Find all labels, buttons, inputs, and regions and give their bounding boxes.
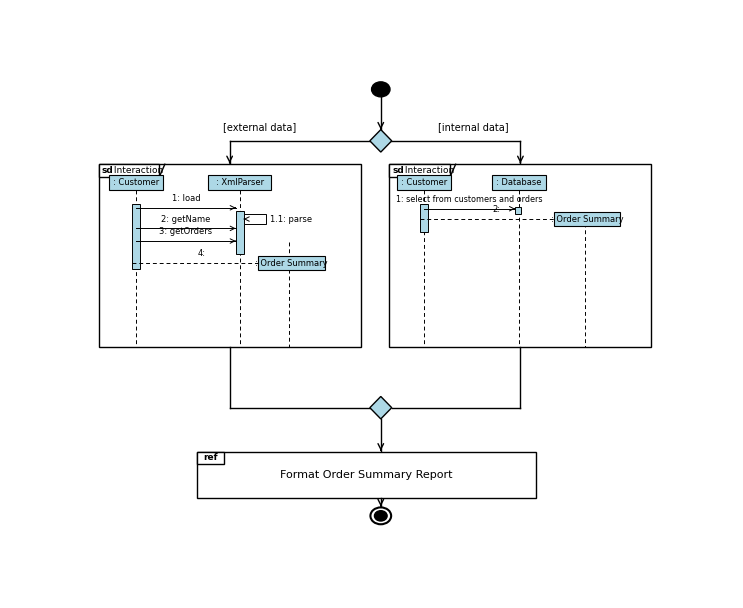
Text: : Database: : Database [496,179,542,187]
Circle shape [374,511,387,521]
Text: Interaction: Interaction [401,167,454,175]
Bar [492,176,546,190]
Text: 1: load: 1: load [172,194,200,203]
Bar [420,204,428,232]
Bar [99,164,159,178]
Bar [389,164,652,347]
Text: sd: sd [102,167,113,175]
Bar [99,164,360,347]
Text: 2:: 2: [493,206,500,215]
Bar [397,176,451,190]
Bar [132,204,140,269]
Text: : XmlParser: : XmlParser [215,179,264,187]
Text: : Customer: : Customer [113,179,159,187]
Text: 4:: 4: [197,249,205,258]
Text: [external data]: [external data] [223,122,296,133]
Text: 3: getOrders: 3: getOrders [159,227,212,237]
Bar [208,176,271,190]
Text: Interaction: Interaction [111,167,163,175]
Text: : Order Summary: : Order Summary [551,215,623,224]
Bar [389,164,450,178]
Bar [244,215,266,224]
Text: 1.1: parse: 1.1: parse [270,215,312,224]
Polygon shape [370,396,392,419]
Bar [196,452,536,497]
Bar [236,211,244,254]
Polygon shape [370,130,392,152]
Text: Format Order Summary Report: Format Order Summary Report [280,469,452,480]
Bar [515,207,521,215]
Text: : Order Summary: : Order Summary [256,258,328,268]
Bar [554,212,620,226]
Text: [internal data]: [internal data] [438,122,508,133]
Text: : Customer: : Customer [401,179,447,187]
Text: 2: getName: 2: getName [161,215,210,224]
Text: sd: sd [392,167,404,175]
Bar [108,176,163,190]
Bar [196,452,224,464]
Text: 1: select from customers and orders: 1: select from customers and orders [396,195,542,204]
Circle shape [371,508,391,524]
Bar [259,256,325,270]
Circle shape [372,82,390,97]
Text: ref: ref [203,454,218,462]
